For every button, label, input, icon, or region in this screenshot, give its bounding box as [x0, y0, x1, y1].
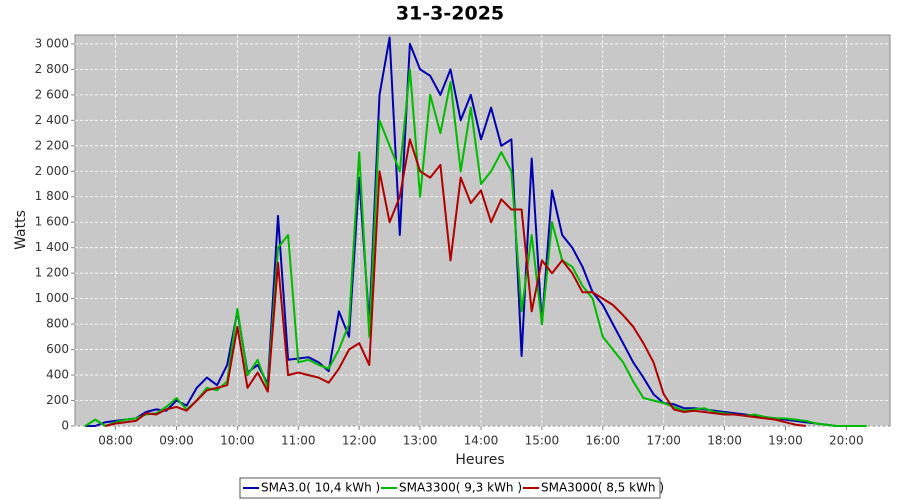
legend [239, 477, 661, 499]
plot-area [74, 34, 891, 427]
x-tick-label: 16:00 [585, 434, 620, 448]
y-tick-label: 2 800 [35, 62, 69, 76]
x-tick-label: 13:00 [403, 434, 438, 448]
x-tick-label: 18:00 [707, 434, 742, 448]
x-tick-label: 14:00 [464, 434, 499, 448]
y-tick-label: 1 600 [35, 215, 69, 229]
y-tick-label: 2 200 [35, 138, 69, 152]
y-tick-label: 0 [61, 419, 69, 433]
x-tick-label: 10:00 [220, 434, 255, 448]
line-series [105, 138, 806, 427]
y-tick-label: 1 800 [35, 189, 69, 203]
y-tick-label: 2 600 [35, 87, 69, 101]
y-tick-label: 1 200 [35, 266, 69, 280]
legend-label: SMA3300( 9,3 kWh ) [399, 481, 522, 495]
y-tick-label: 600 [46, 342, 69, 356]
y-tick-label: 2 400 [35, 113, 69, 127]
x-tick-label: 12:00 [342, 434, 377, 448]
y-tick-label: 1 400 [35, 240, 69, 254]
y-tick-label: 200 [46, 393, 69, 407]
y-tick-label: 3 000 [35, 36, 69, 50]
y-tick-label: 2 000 [35, 164, 69, 178]
x-tick-label: 19:00 [768, 434, 803, 448]
chart-title: 31-3-2025 [396, 3, 504, 25]
x-tick-label: 20:00 [829, 434, 864, 448]
legend-label: SMA3.0( 10,4 kWh ) [261, 481, 380, 495]
y-tick-label: 800 [46, 317, 69, 331]
x-tick-label: 17:00 [646, 434, 681, 448]
x-tick-label: 08:00 [98, 434, 133, 448]
x-tick-label: 09:00 [159, 434, 194, 448]
y-axis-label: Watts [13, 210, 29, 250]
y-tick-label: 400 [46, 368, 69, 382]
y-tick-label: 1 000 [35, 291, 69, 305]
legend-label: SMA3000( 8,5 kWh ) [541, 481, 664, 495]
x-tick-label: 15:00 [525, 434, 560, 448]
x-tick-label: 11:00 [281, 434, 316, 448]
x-axis-label: Heures [455, 452, 504, 468]
